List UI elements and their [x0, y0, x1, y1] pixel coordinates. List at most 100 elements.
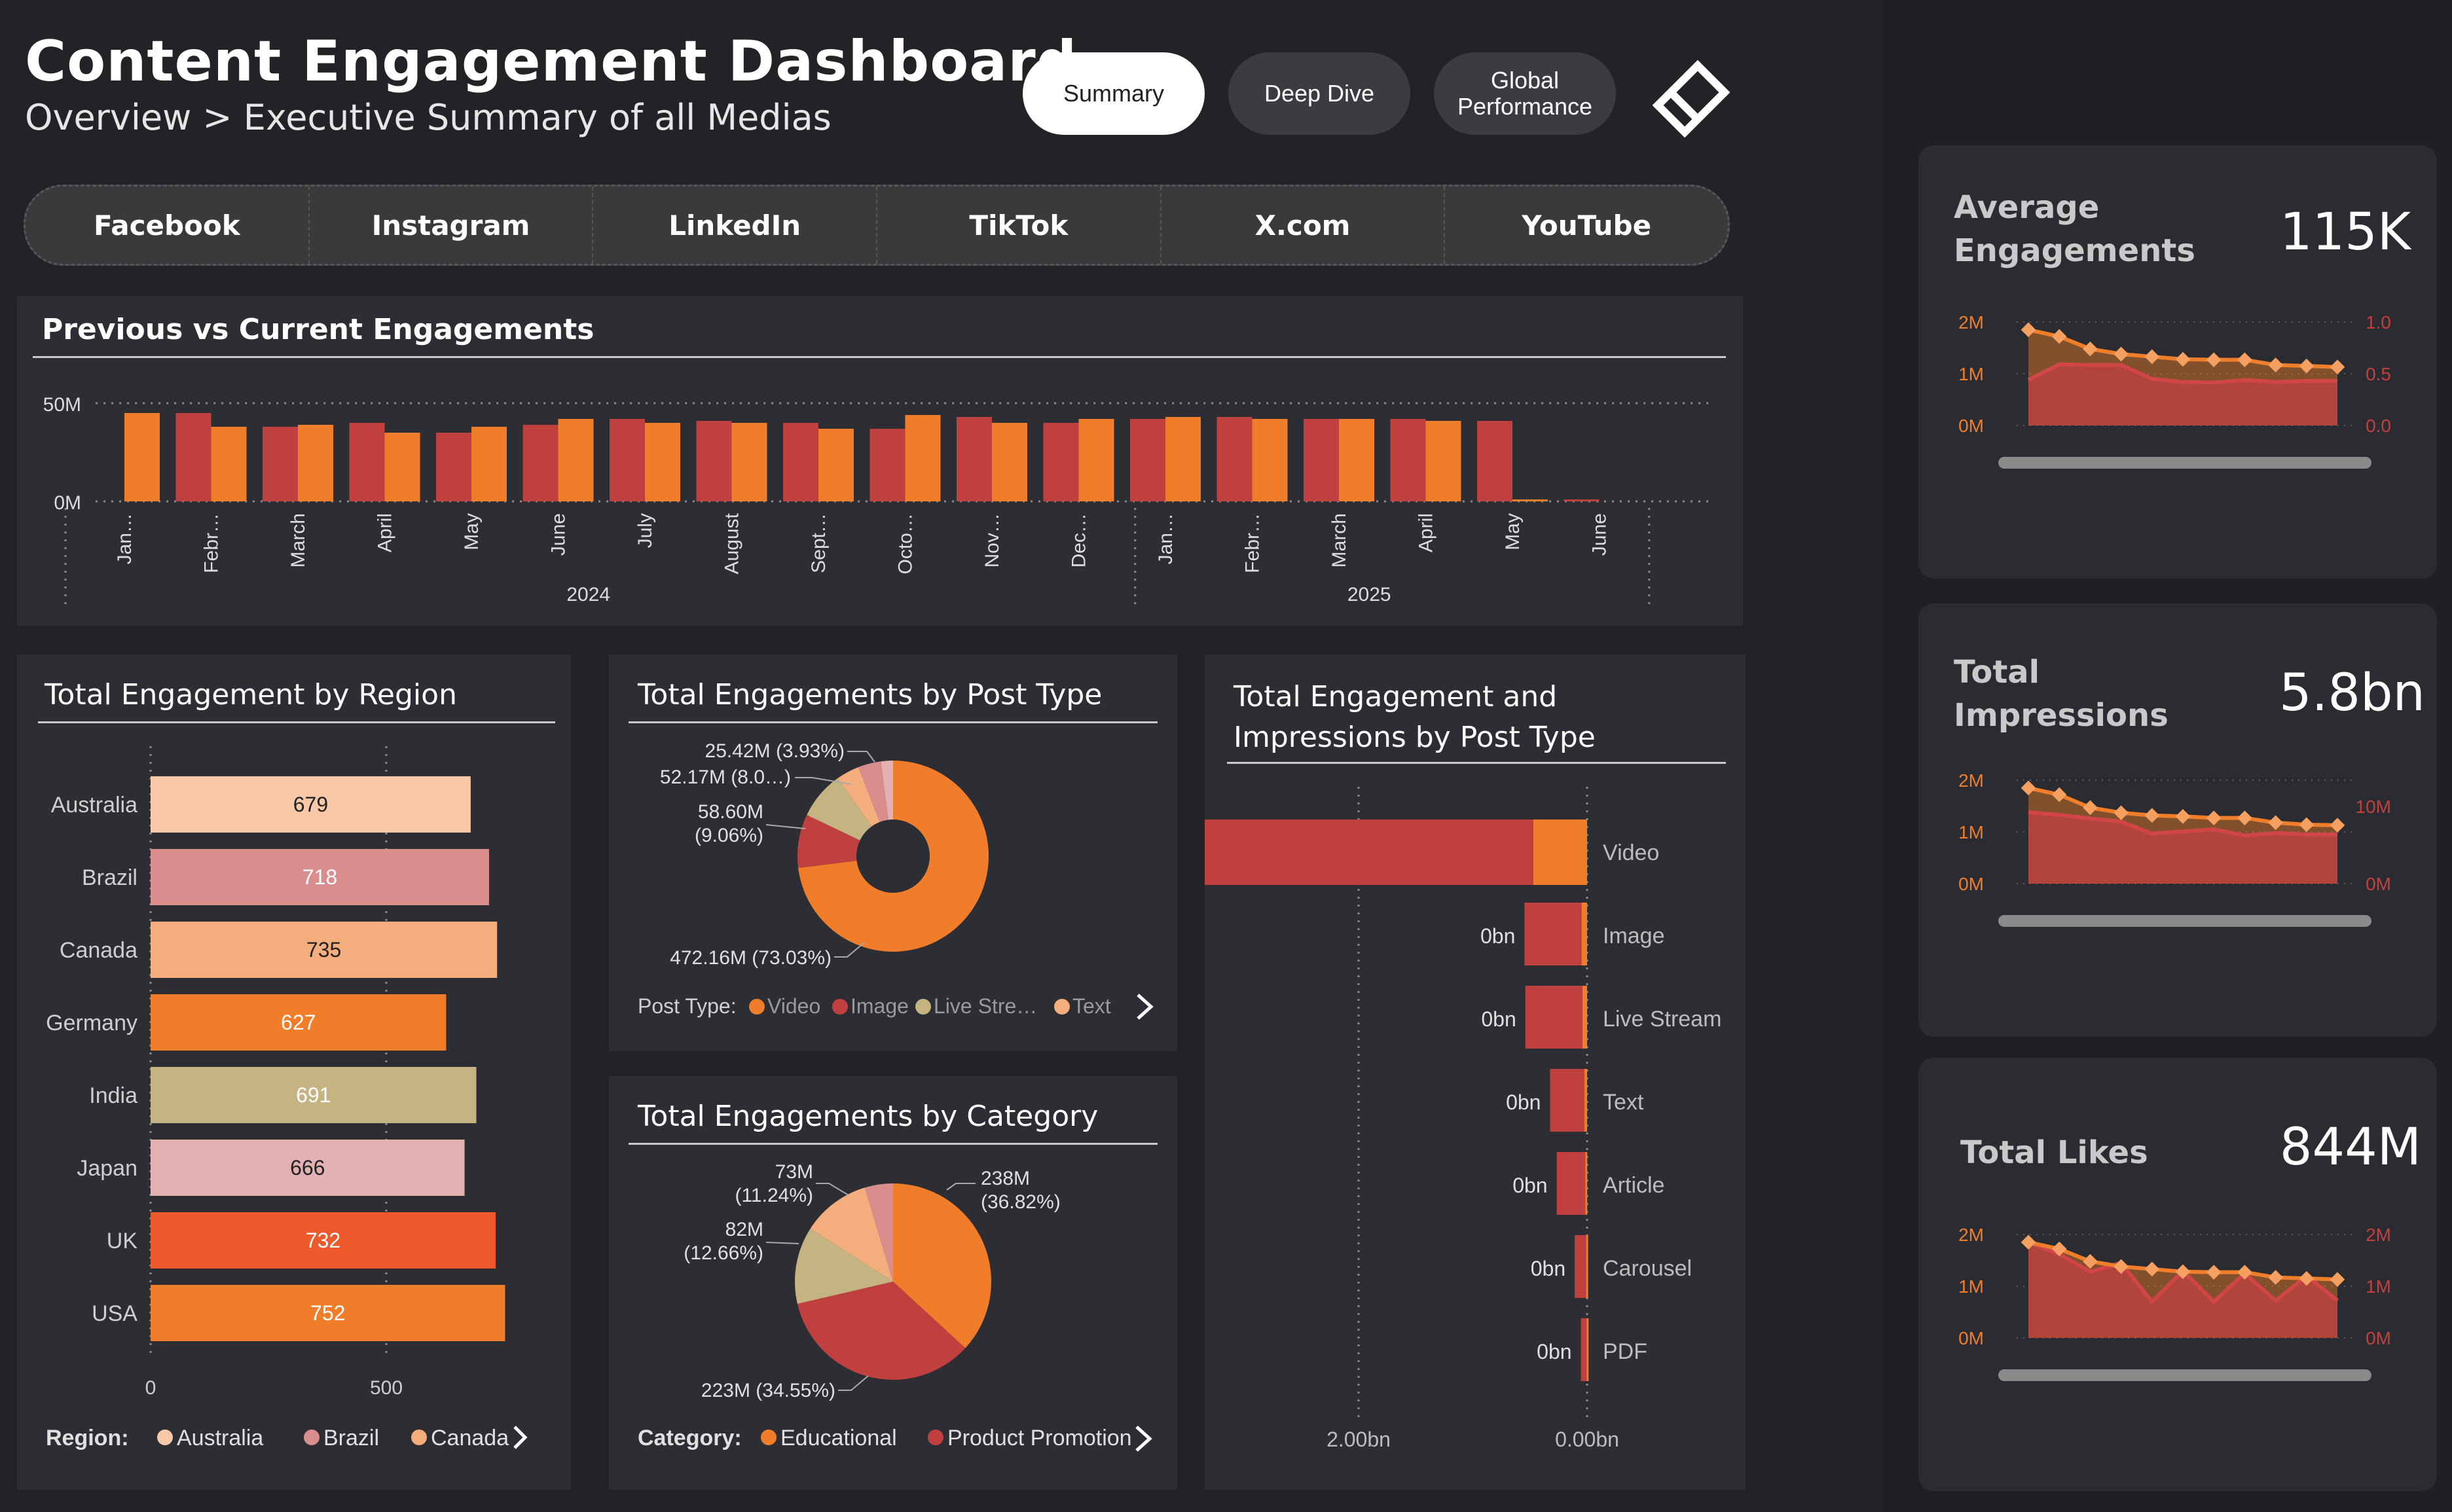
data-label: 0bn — [1512, 1174, 1547, 1197]
pie-slice — [893, 1183, 991, 1348]
left-axis-label: 0M — [1958, 1328, 1984, 1348]
leader-line — [765, 1242, 799, 1244]
pie-slice — [798, 761, 989, 952]
legend-label: Text — [1072, 994, 1111, 1018]
pie-slice — [797, 815, 860, 869]
category-label: Carousel — [1603, 1256, 1692, 1281]
data-label: 718 — [302, 865, 337, 889]
bar-previous — [783, 423, 818, 501]
x-tick-label: 0 — [145, 1377, 156, 1399]
leader-line — [946, 1183, 976, 1191]
x-tick-label: June — [1589, 513, 1611, 556]
deep-dive-button[interactable]: Deep Dive — [1228, 52, 1410, 135]
category-label: Australia — [51, 793, 137, 818]
tab-facebook[interactable]: Facebook — [26, 187, 310, 264]
x-tick-label: August — [722, 513, 743, 574]
bar-current — [992, 423, 1027, 501]
x-tick-label: Dec… — [1069, 513, 1090, 567]
global-performance-button[interactable]: Global Performance — [1434, 52, 1616, 135]
region-bar — [151, 1140, 465, 1196]
impressions-bar — [1575, 1235, 1586, 1298]
bar-current — [1165, 417, 1201, 501]
scrollbar — [1998, 1369, 2371, 1381]
legend-swatch — [832, 999, 848, 1015]
data-label: 82M — [725, 1219, 763, 1240]
bar-current — [211, 427, 247, 501]
category-label: Image — [1603, 924, 1665, 948]
right-axis-label: 0.0 — [2366, 416, 2391, 436]
legend-label: Image — [851, 994, 909, 1018]
legend-swatch — [1054, 999, 1070, 1015]
bar-previous — [1564, 499, 1600, 501]
prev-current-chart: 50M 0M Jan… Febr… March April May June July Augus… — [43, 394, 1713, 609]
x-tick-label: March — [287, 513, 309, 567]
engagement-bar — [1583, 986, 1587, 1049]
engagement-bar — [1584, 1069, 1587, 1132]
left-axis-label: 1M — [1958, 822, 1984, 842]
x-tick-label: Jan… — [1155, 513, 1177, 564]
series-line — [2027, 362, 2337, 385]
leader-line — [765, 824, 806, 829]
region-bar — [151, 776, 471, 833]
bar-previous — [349, 423, 385, 501]
tab-youtube[interactable]: YouTube — [1522, 209, 1652, 242]
tab-x[interactable]: X.com — [1162, 187, 1446, 264]
data-label: (11.24%) — [735, 1185, 813, 1206]
x-tick-label: March — [1328, 513, 1350, 567]
impressions-bar — [1205, 819, 1533, 885]
post-type-panel — [609, 655, 1177, 1051]
eng-impr-title: Total Engagement and Impressions by Post… — [1234, 680, 1596, 754]
right-axis-label: 2M — [2366, 1225, 2391, 1245]
data-label: (36.82%) — [981, 1191, 1061, 1213]
data-label: 0bn — [1480, 924, 1515, 948]
kpi-sparkline: 2M 1M 0M 1.0 0.5 0.0 — [1958, 312, 2391, 469]
x-tick-label: April — [1416, 513, 1437, 552]
left-axis-label: 2M — [1958, 312, 1984, 333]
left-axis-label: 2M — [1958, 1225, 1984, 1245]
impressions-bar — [1524, 903, 1582, 965]
tab-instagram[interactable]: Instagram — [310, 187, 594, 264]
tab-tiktok[interactable]: TikTok — [877, 187, 1162, 264]
category-label: UK — [107, 1229, 138, 1253]
bar-previous — [436, 433, 471, 501]
bar-previous — [1043, 423, 1079, 501]
tab-linkedin[interactable]: LinkedIn — [593, 187, 878, 264]
legend-next-icon — [513, 1426, 528, 1449]
bar-previous — [957, 417, 992, 501]
legend-swatch — [928, 1430, 943, 1445]
region-bar — [151, 994, 447, 1051]
data-label: 73M — [775, 1161, 813, 1183]
category-label: Brazil — [82, 865, 137, 890]
x-tick-label: Nov… — [981, 513, 1003, 567]
category-label: Japan — [77, 1156, 137, 1181]
bar-current — [731, 423, 767, 501]
x-tick-label: July — [634, 513, 656, 548]
legend-swatch — [749, 999, 765, 1015]
right-axis-label: 0.5 — [2366, 364, 2391, 384]
bar-current — [645, 423, 680, 501]
x-tick-label: June — [548, 513, 570, 556]
area-fill — [2028, 1242, 2337, 1338]
diamond-logo-icon[interactable] — [1650, 58, 1732, 140]
engagement-bar — [1533, 819, 1587, 885]
pie-slice — [797, 1282, 966, 1380]
impressions-bar — [1525, 986, 1583, 1049]
eng-impr-panel — [1205, 655, 1746, 1490]
category-label: USA — [92, 1301, 137, 1326]
pie-slice — [864, 1183, 893, 1282]
engagement-bar — [1585, 1152, 1588, 1215]
data-label: 732 — [306, 1229, 340, 1252]
data-label: (9.06%) — [695, 825, 763, 846]
kpi-value: 115K — [2279, 203, 2411, 262]
bar-current — [1078, 419, 1114, 501]
scrollbar — [1998, 457, 2371, 469]
page-subtitle: Overview > Executive Summary of all Medi… — [25, 97, 832, 138]
kpi-value: 844M — [2279, 1118, 2421, 1177]
summary-button[interactable]: Summary — [1023, 52, 1205, 135]
legend-swatch — [915, 999, 931, 1015]
legend-label: Canada — [431, 1426, 509, 1450]
bar-previous — [869, 429, 906, 501]
x-tick-label: Febr… — [1242, 513, 1264, 573]
data-label: 238M — [981, 1168, 1030, 1189]
legend-swatch — [411, 1430, 427, 1445]
